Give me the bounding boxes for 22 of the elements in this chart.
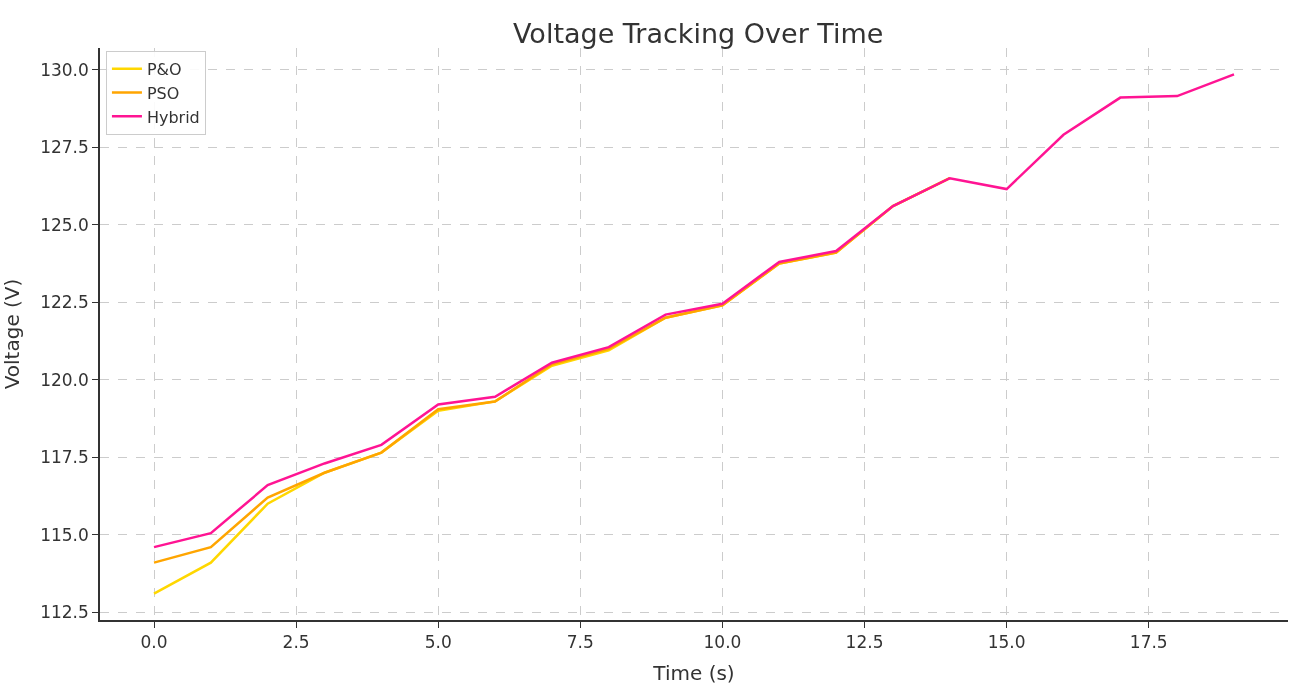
- y-tick-label: 112.5: [40, 602, 89, 623]
- y-tick-label: 120.0: [40, 369, 89, 390]
- x-tick-label: 10.0: [703, 632, 742, 653]
- x-tick-label: 15.0: [987, 632, 1026, 653]
- x-tick-label: 7.5: [566, 632, 594, 653]
- x-tick-label: 2.5: [282, 632, 310, 653]
- legend-label: PSO: [146, 83, 180, 103]
- legend-label: P&O: [146, 60, 182, 79]
- y-tick-label: 115.0: [40, 524, 89, 545]
- chart-title: Voltage Tracking Over Time: [512, 17, 884, 49]
- x-tick-label: 12.5: [845, 632, 884, 653]
- legend-label: Hybrid: [146, 107, 200, 127]
- y-tick-label: 127.5: [40, 137, 89, 158]
- x-axis-title: Time (s): [652, 661, 735, 686]
- y-tick-label: 122.5: [40, 292, 89, 313]
- y-tick-label: 117.5: [40, 447, 89, 468]
- y-axis-title: Voltage (V): [0, 278, 25, 390]
- y-tick-label: 130.0: [40, 59, 89, 80]
- x-tick-label: 17.5: [1129, 632, 1168, 653]
- y-tick-label: 125.0: [40, 214, 89, 235]
- x-tick-label: 0.0: [140, 632, 168, 653]
- x-tick-label: 5.0: [424, 632, 452, 653]
